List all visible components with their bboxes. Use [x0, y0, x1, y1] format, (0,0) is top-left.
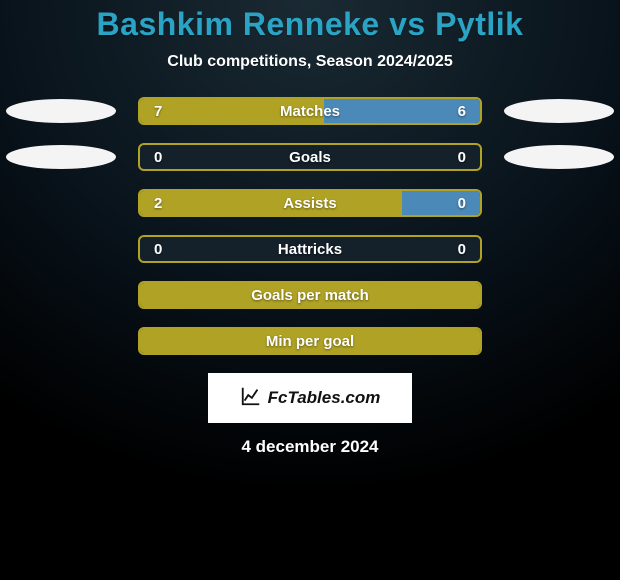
stat-row: Goals per match: [0, 281, 620, 309]
player1-badge: [6, 145, 116, 169]
stat-row: Min per goal: [0, 327, 620, 355]
stat-bar-left-fill: [140, 191, 402, 215]
stat-label: Hattricks: [140, 237, 480, 261]
vs-text: vs: [389, 6, 426, 42]
stat-row: 76Matches: [0, 97, 620, 125]
player1-name: Bashkim Renneke: [97, 6, 380, 42]
logo-text: FcTables.com: [268, 388, 381, 408]
stat-right-value: 0: [458, 145, 466, 169]
player2-badge: [504, 145, 614, 169]
stat-bar: Goals per match: [138, 281, 482, 309]
stat-row: 20Assists: [0, 189, 620, 217]
stat-bar: Min per goal: [138, 327, 482, 355]
stat-bar-left-fill: [140, 99, 324, 123]
fctables-logo: FcTables.com: [208, 373, 412, 423]
date-text: 4 december 2024: [0, 437, 620, 457]
stat-bar: 20Assists: [138, 189, 482, 217]
stat-left-value: 0: [154, 145, 162, 169]
stat-row: 0 0Goals: [0, 143, 620, 171]
player2-name: Pytlik: [435, 6, 523, 42]
stat-label: Goals: [140, 145, 480, 169]
subtitle: Club competitions, Season 2024/2025: [0, 53, 620, 71]
stat-bar-right-fill: [324, 99, 480, 123]
player1-badge: [6, 99, 116, 123]
stat-row: 0 0Hattricks: [0, 235, 620, 263]
comparison-title: Bashkim Renneke vs Pytlik: [0, 6, 620, 43]
stat-bar-right-fill: [402, 191, 480, 215]
stat-right-value: 0: [458, 237, 466, 261]
stat-bar: 0 0Hattricks: [138, 235, 482, 263]
stat-bar: 76Matches: [138, 97, 482, 125]
stat-bar-left-fill: [140, 283, 480, 307]
player2-badge: [504, 99, 614, 123]
stat-bar: 0 0Goals: [138, 143, 482, 171]
stat-left-value: 0: [154, 237, 162, 261]
stat-bar-left-fill: [140, 329, 480, 353]
stats-container: 76Matches00Goals20Assists00HattricksGoal…: [0, 97, 620, 355]
chart-icon: [240, 385, 262, 412]
